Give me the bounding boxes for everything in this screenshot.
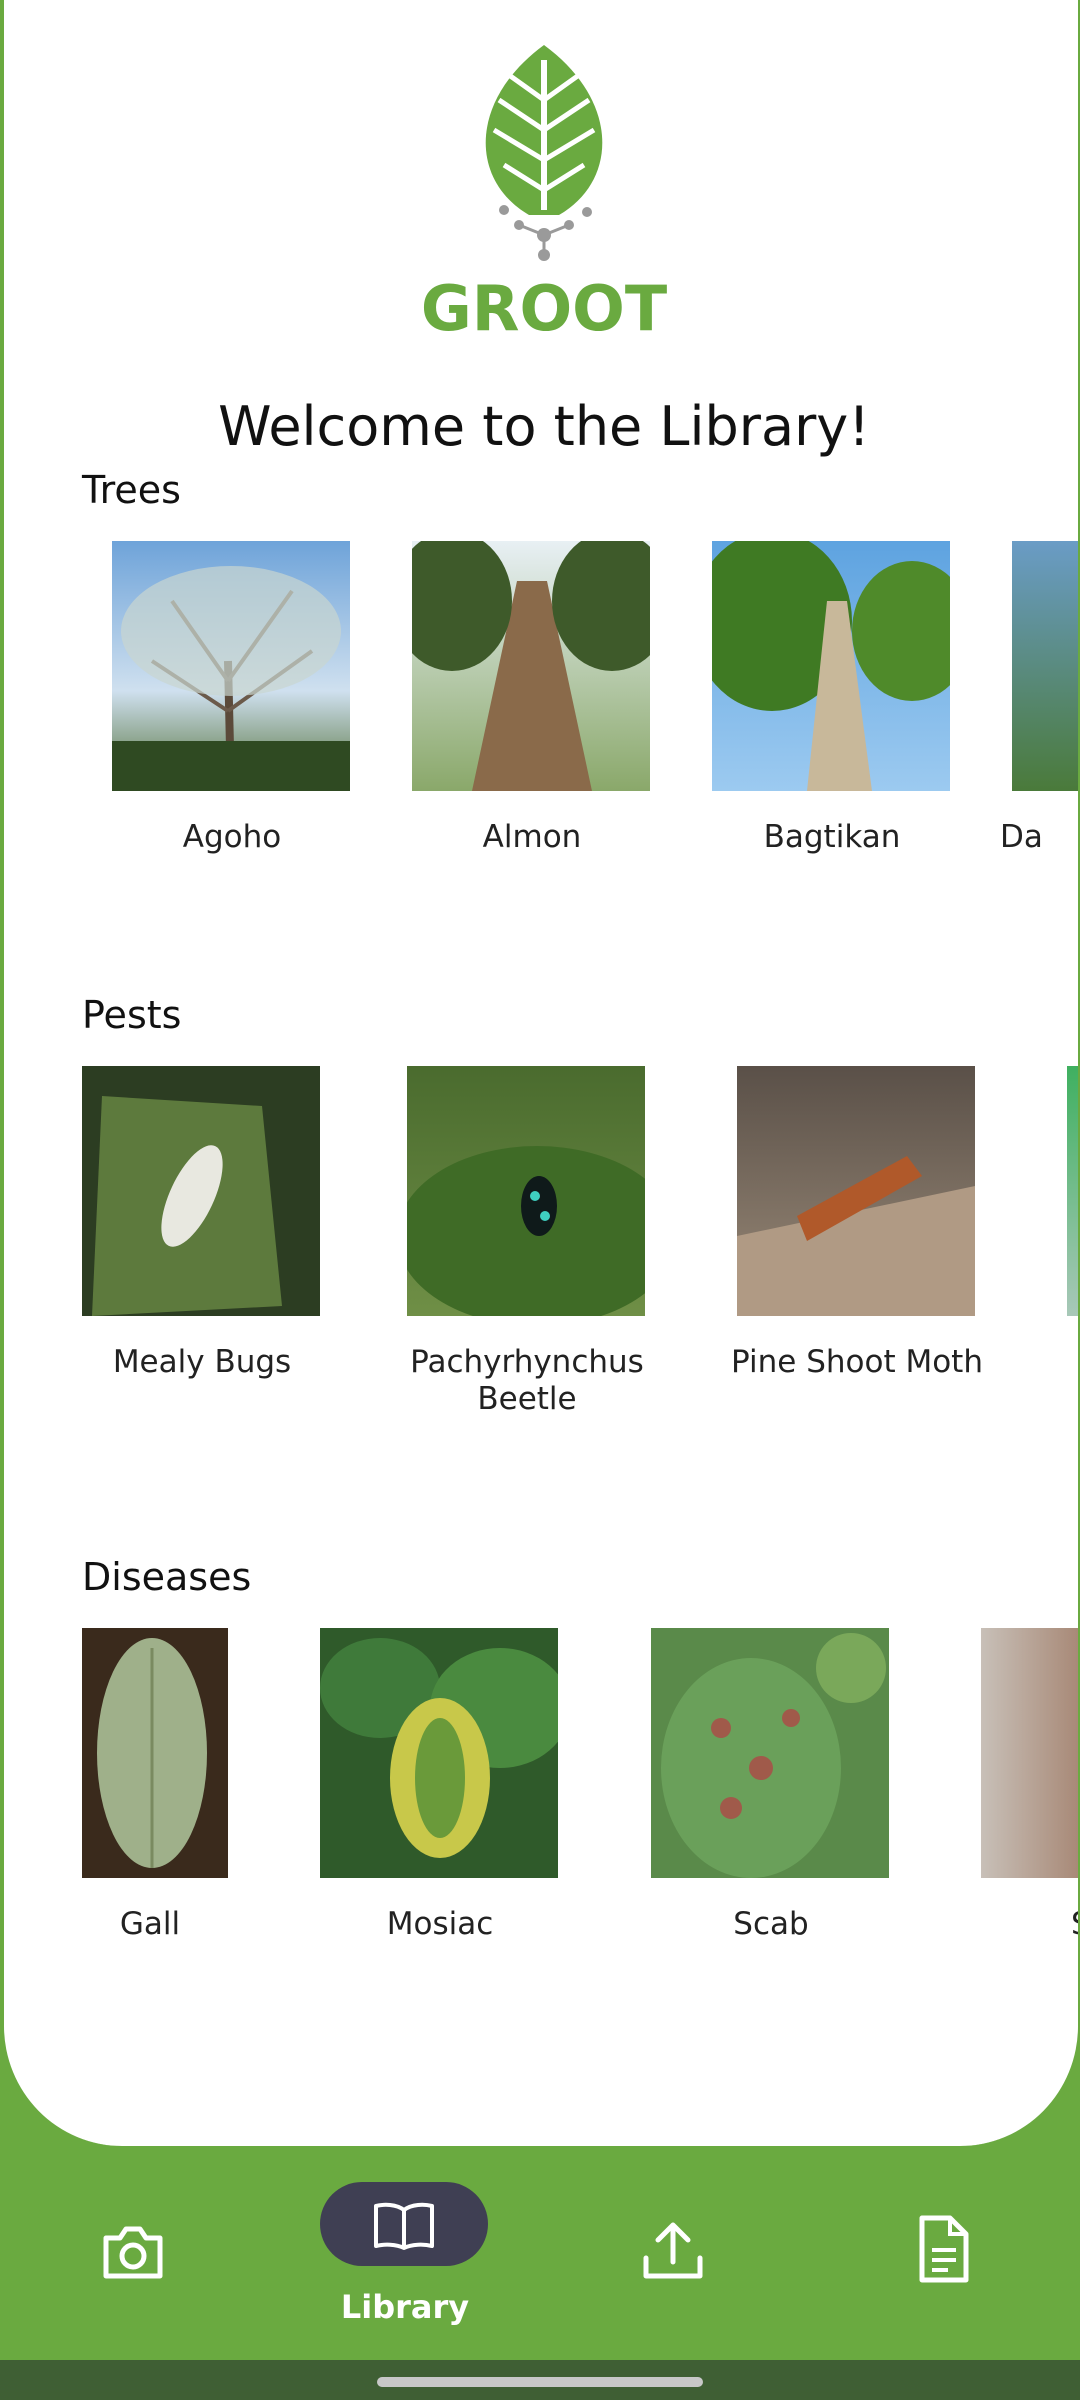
welcome-title: Welcome to the Library! (218, 395, 870, 458)
tree-label-agoho: Agoho (182, 819, 282, 855)
book-icon (374, 2202, 434, 2250)
tree-label-bagtikan: Bagtikan (763, 819, 901, 855)
tree-label-almon: Almon (482, 819, 582, 855)
tree-label-partial: Da (1000, 819, 1043, 855)
home-handle[interactable] (377, 2377, 703, 2387)
disease-label-gall: Gall (119, 1906, 181, 1942)
svg-text:GROOT: GROOT (421, 272, 667, 340)
tree-image-bagtikan (712, 541, 950, 791)
pest-image-mealy-bugs (82, 1066, 320, 1316)
pest-image-pine-shoot-moth (737, 1066, 975, 1316)
disease-image-scab (651, 1628, 889, 1878)
pest-image-partial (1067, 1066, 1078, 1316)
section-title-diseases: Diseases (82, 1555, 252, 1599)
pest-label-mealy-bugs: Mealy Bugs (112, 1344, 292, 1380)
tree-image-almon (412, 541, 650, 791)
nav-label-library: Library (340, 2288, 470, 2326)
disease-image-gall (82, 1628, 228, 1878)
disease-label-mosiac: Mosiac (386, 1906, 494, 1942)
disease-image-mosiac (320, 1628, 558, 1878)
disease-label-partial: S (1071, 1906, 1078, 1943)
system-gesture-bar (0, 2360, 1080, 2400)
section-title-trees: Trees (82, 468, 181, 512)
bottom-navigation: Library (0, 2148, 1080, 2360)
tree-image-partial (1012, 541, 1078, 791)
document-icon (919, 2215, 969, 2283)
disease-label-scab: Scab (733, 1906, 809, 1942)
pest-label-pachyrhynchus: Pachyrhynchus Beetle (410, 1344, 644, 1417)
library-card: GROOT Welcome to the Library! Trees Agoh… (2, 0, 1080, 2146)
groot-logo: GROOT (409, 40, 679, 345)
upload-icon (643, 2222, 703, 2279)
pest-image-pachyrhynchus (407, 1066, 645, 1316)
nav-library[interactable]: Library (0, 2148, 540, 2360)
camera-icon (103, 2226, 163, 2279)
library-active-pill (320, 2182, 488, 2266)
disease-image-partial (981, 1628, 1078, 1878)
section-title-pests: Pests (82, 993, 182, 1037)
nav-upload[interactable] (600, 2148, 750, 2360)
pest-label-pine-shoot-moth: Pine Shoot Moth (731, 1344, 983, 1380)
tree-image-agoho (112, 541, 350, 791)
nav-camera[interactable] (60, 2148, 210, 2360)
nav-document[interactable] (870, 2148, 1020, 2360)
